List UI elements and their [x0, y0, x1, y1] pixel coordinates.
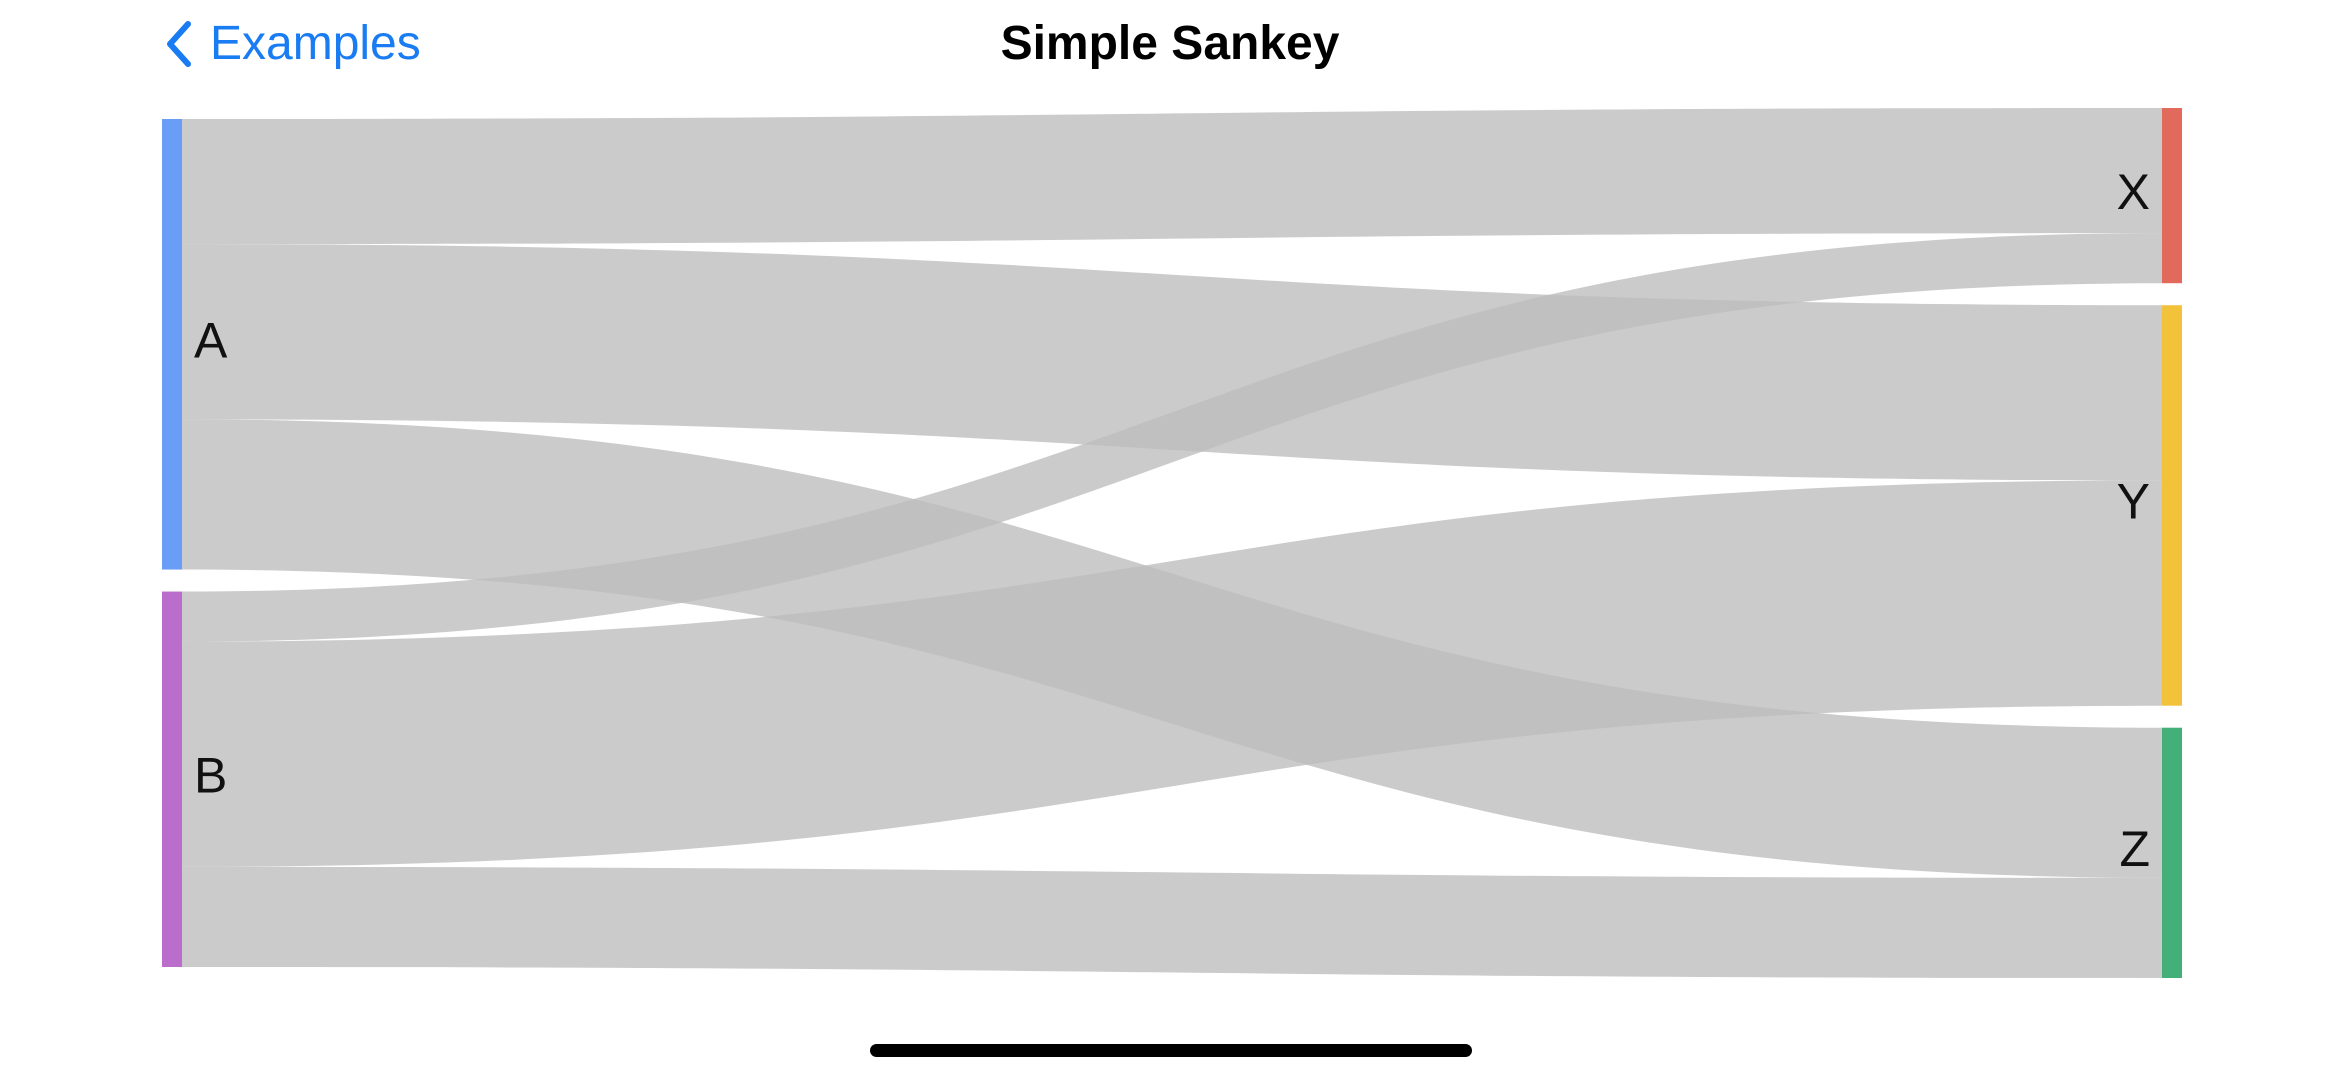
sankey-links [182, 108, 2162, 978]
node-label-z: Z [2119, 821, 2150, 877]
node-label-b: B [194, 747, 227, 803]
node-label-y: Y [2117, 474, 2150, 530]
node-a [162, 119, 182, 570]
node-y [2162, 305, 2182, 706]
back-button[interactable]: Examples [162, 14, 421, 74]
chevron-left-icon [167, 21, 191, 67]
link-a-x [182, 108, 2162, 245]
home-indicator[interactable] [870, 1044, 1472, 1057]
node-b [162, 591, 182, 967]
back-label: Examples [210, 17, 421, 70]
link-b-y [182, 480, 2162, 867]
sankey-labels: A B X Y Z [194, 164, 2150, 877]
link-b-x [182, 233, 2162, 642]
node-label-a: A [194, 312, 228, 368]
link-b-z [182, 866, 2162, 978]
node-label-x: X [2117, 164, 2150, 220]
page-title: Simple Sankey [1000, 17, 1340, 70]
navigation-bar: Examples Simple Sankey [0, 0, 2340, 90]
node-x [2162, 108, 2182, 284]
sankey-nodes [162, 108, 2182, 978]
node-z [2162, 727, 2182, 978]
